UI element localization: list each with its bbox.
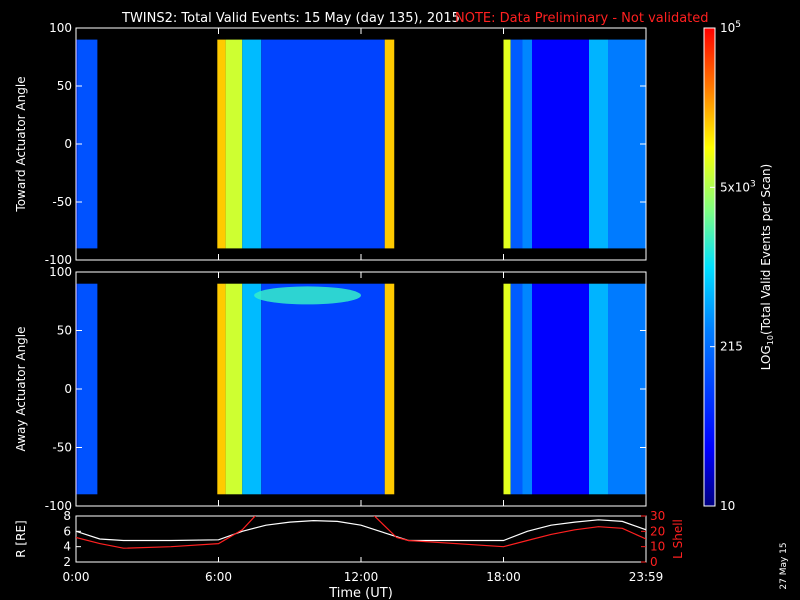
lshell-tick-label: 10: [650, 540, 665, 554]
toward-y-ticks: 100 50 0 -50 -100: [45, 21, 647, 267]
colorbar-tick-label: 5x103: [720, 179, 756, 194]
radius-axis-ticks: 86 42: [63, 509, 81, 569]
heatmap-segment: [510, 283, 523, 495]
colorbar-tick-label: 105: [720, 20, 741, 35]
colorbar-label-open-paren: (: [759, 330, 773, 335]
heatmap-segment: [608, 283, 646, 495]
heatmap-hotspot: [254, 286, 361, 305]
heatmap-segment: [589, 39, 608, 249]
colorbar-label: LOG10(Total Valid Events per Scan): [759, 164, 775, 371]
colorbar-tick-mantissa: 10: [720, 21, 735, 35]
y-tick-label: 50: [57, 324, 72, 338]
toward-heatmap-data: [76, 39, 646, 249]
heatmap-segment: [608, 39, 646, 249]
heatmap-segment: [261, 39, 385, 249]
time-axis-label: Time (UT): [328, 586, 393, 600]
heatmap-segment: [510, 39, 523, 249]
heatmap-segment: [225, 39, 243, 249]
heatmap-segment: [384, 283, 395, 495]
time-tick-label: 6:00: [205, 570, 232, 584]
lshell-line: [76, 516, 646, 549]
time-axis-ticks: 0:00 6:00 12:00 18:00 23:59: [63, 557, 664, 584]
y-tick-label: 100: [49, 265, 72, 279]
colorbar-label-text: Total Valid Events per Scan: [759, 168, 773, 331]
colorbar-tick-label: 215: [720, 340, 743, 354]
lshell-tick-label: 30: [650, 509, 665, 523]
heatmap-segment: [242, 283, 262, 495]
chart-title: TWINS2: Total Valid Events: 15 May (day …: [121, 11, 460, 26]
away-y-axis-label: Away Actuator Angle: [14, 326, 28, 451]
colorbar-tick-mantissa: 215: [720, 340, 743, 354]
y-tick-label: 0: [64, 382, 72, 396]
heatmap-segment: [217, 283, 226, 495]
heatmap-segment: [503, 39, 511, 249]
y-tick-label: -100: [45, 253, 72, 267]
toward-heatmap-panel: 100 50 0 -50 -100 Toward Actuator Angle: [14, 21, 647, 267]
heatmap-segment: [77, 39, 98, 249]
colorbar-gradient: [703, 27, 716, 507]
heatmap-segment: [225, 283, 243, 495]
heatmap-segment: [503, 283, 511, 495]
heatmap-segment: [217, 39, 226, 249]
away-heatmap-data: [76, 283, 646, 495]
away-heatmap-panel: 100 50 0 -50 -100 Away Actuator Angle: [14, 265, 647, 513]
heatmap-segment: [522, 39, 532, 249]
toward-y-axis-label: Toward Actuator Angle: [14, 76, 28, 212]
y-tick-label: 100: [49, 21, 72, 35]
heatmap-segment: [532, 39, 589, 249]
y-tick-label: 0: [64, 137, 72, 151]
y-tick-label: -50: [52, 195, 72, 209]
colorbar-tick-exponent: 3: [750, 179, 756, 189]
radius-tick-label: 2: [63, 555, 71, 569]
time-tick-label: 18:00: [486, 570, 521, 584]
lshell-tick-label: 20: [650, 524, 665, 538]
heatmap-segment: [532, 283, 589, 495]
colorbar-label-close-paren: ): [759, 164, 773, 169]
preliminary-note: NOTE: Data Preliminary - Not validated: [455, 11, 709, 26]
lshell-tick-label: 0: [650, 555, 658, 569]
colorbar-tick-mantissa: 10: [720, 499, 735, 513]
time-tick-label: 12:00: [344, 570, 379, 584]
radius-line: [76, 519, 646, 542]
radius-tick-label: 8: [63, 509, 71, 523]
heatmap-segment: [242, 39, 262, 249]
orbit-panel-frame: [75, 515, 647, 563]
colorbar-label-prefix: LOG: [759, 345, 773, 370]
time-tick-label: 0:00: [63, 570, 90, 584]
heatmap-segment: [522, 283, 532, 495]
radius-tick-label: 6: [63, 524, 71, 538]
radius-tick-label: 4: [63, 540, 71, 554]
colorbar-label-sub: 10: [766, 335, 775, 345]
away-y-ticks: 100 50 0 -50 -100: [45, 265, 647, 513]
heatmap-segment: [589, 283, 608, 495]
y-tick-label: -100: [45, 499, 72, 513]
heatmap-segment: [261, 283, 385, 495]
lshell-axis-label: L Shell: [671, 519, 685, 559]
orbit-lines: [76, 516, 646, 549]
y-tick-label: -50: [52, 441, 72, 455]
colorbar-tick-exponent: 5: [735, 20, 741, 30]
heatmap-segment: [77, 283, 98, 495]
colorbar-tick-mantissa: 5x10: [720, 180, 750, 194]
radius-axis-label: R [RE]: [14, 520, 28, 557]
y-tick-label: 50: [57, 79, 72, 93]
footer-date: 27 May 15: [779, 542, 789, 589]
colorbar-tick-label: 10: [720, 499, 735, 513]
heatmap-segment: [384, 39, 395, 249]
time-tick-label: 23:59: [629, 570, 664, 584]
